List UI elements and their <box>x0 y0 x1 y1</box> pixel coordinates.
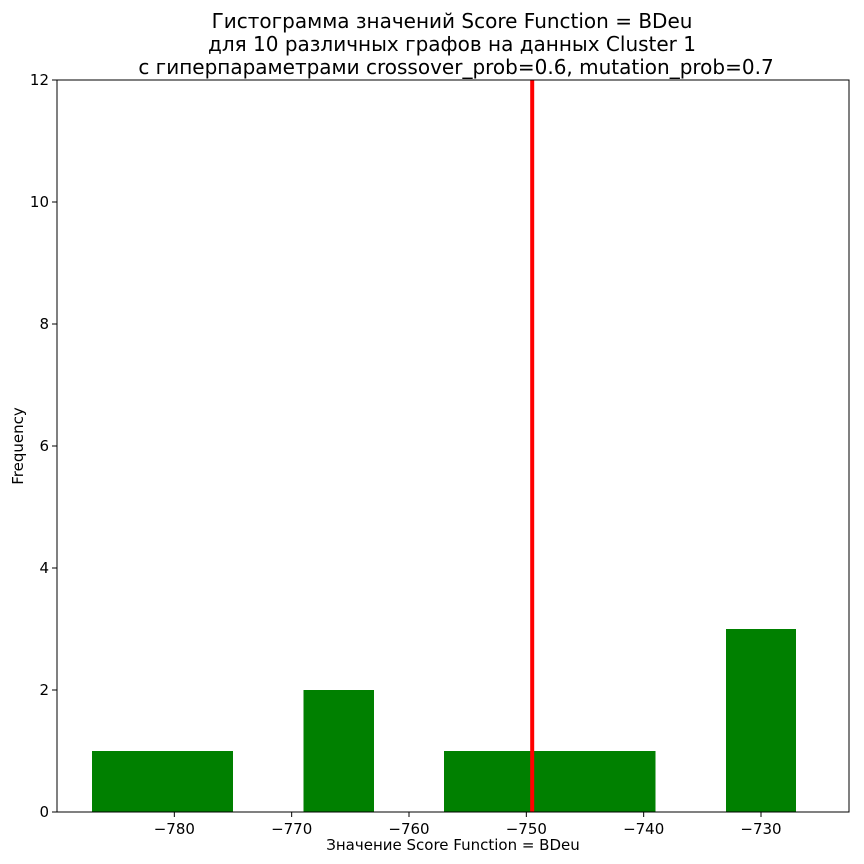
y-tick-label: 6 <box>39 437 49 455</box>
y-axis-ticks: 0 2 4 6 8 10 12 <box>30 71 57 821</box>
y-tick-label: 2 <box>39 681 49 699</box>
bars-group <box>92 629 797 812</box>
y-axis-label: Frequency <box>9 407 27 485</box>
x-tick-label: −780 <box>154 820 195 838</box>
y-tick-label: 4 <box>39 559 49 577</box>
histogram-bar <box>162 751 233 812</box>
x-tick-label: −750 <box>506 820 547 838</box>
y-tick-label: 0 <box>39 803 49 821</box>
chart-title-line-1: Гистограмма значений Score Function = BD… <box>212 9 693 33</box>
x-tick-label: −730 <box>740 820 781 838</box>
x-axis-label: Значение Score Function = BDeu <box>326 836 580 854</box>
histogram-bar <box>725 629 797 812</box>
x-tick-label: −740 <box>623 820 664 838</box>
x-axis-ticks: −780 −770 −760 −750 −740 −730 <box>154 812 782 838</box>
chart-title: Гистограмма значений Score Function = BD… <box>138 9 773 79</box>
histogram-bar <box>303 690 374 812</box>
histogram-bar <box>444 751 515 812</box>
x-tick-label: −760 <box>388 820 429 838</box>
histogram-bar <box>585 751 656 812</box>
y-tick-label: 10 <box>30 193 49 211</box>
chart-title-line-2: для 10 различных графов на данных Cluste… <box>208 32 696 56</box>
chart-title-line-3: с гиперпараметрами crossover_prob=0.6, m… <box>138 55 773 79</box>
y-tick-label: 8 <box>39 315 49 333</box>
histogram-bar <box>514 751 585 812</box>
histogram-bar <box>92 751 163 812</box>
x-tick-label: −770 <box>271 820 312 838</box>
y-tick-label: 12 <box>30 71 49 89</box>
